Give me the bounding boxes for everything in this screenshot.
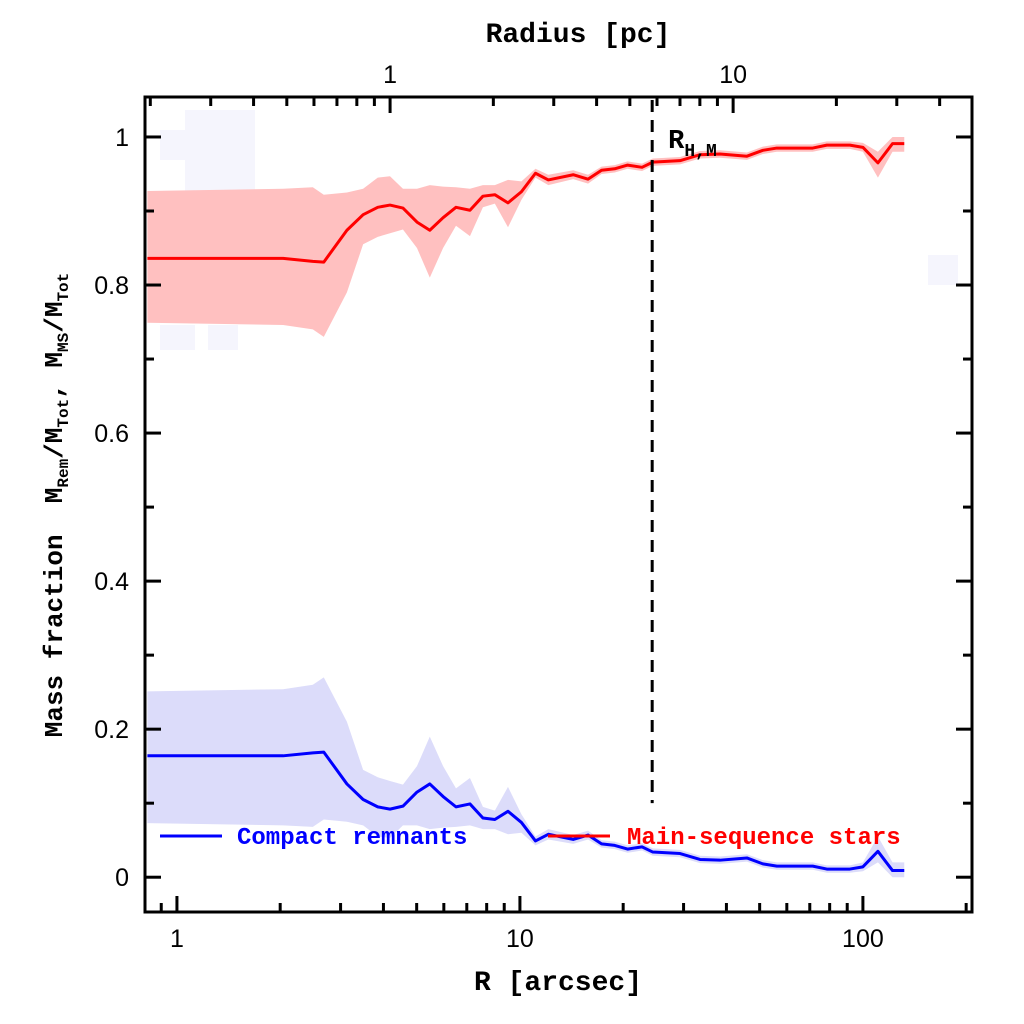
y-tick-label: 0.4 bbox=[94, 568, 129, 596]
top-x-tick-label: 1 bbox=[383, 61, 397, 89]
y-tick-label: 1 bbox=[115, 124, 129, 152]
ylabel-prefix: Mass fraction bbox=[40, 503, 70, 737]
plot-frame bbox=[143, 95, 974, 914]
faint-patch bbox=[208, 325, 238, 350]
ylabel-part: /M bbox=[40, 302, 70, 333]
ylabel-part: M bbox=[40, 488, 70, 504]
y-tick-label: 0.2 bbox=[94, 716, 129, 744]
top-x-tick-label: 10 bbox=[719, 61, 747, 89]
background-artifacts bbox=[160, 110, 958, 350]
y-tick-label: 0.6 bbox=[94, 420, 129, 448]
band-0 bbox=[147, 677, 905, 878]
vline-label-main: R bbox=[668, 127, 685, 157]
y-tick-label: 0 bbox=[115, 864, 129, 892]
x-tick-label: 100 bbox=[842, 925, 884, 953]
faint-patch bbox=[160, 130, 185, 160]
y-axis-label: Mass fraction MRem/MTot, MMS/MTot bbox=[40, 273, 73, 738]
ylabel-sub: Tot bbox=[55, 273, 73, 302]
ylabel-sub: MS bbox=[55, 332, 73, 352]
legend-label-main-sequence: Main-sequence stars bbox=[627, 825, 901, 852]
uncertainty-bands bbox=[147, 136, 905, 878]
y-tick-label: 0.8 bbox=[94, 272, 129, 300]
faint-patch bbox=[185, 110, 255, 200]
x-tick-label: 1 bbox=[170, 925, 184, 953]
faint-patch bbox=[160, 325, 195, 350]
x-tick-label: 10 bbox=[506, 925, 534, 953]
x-axis-label: R [arcsec] bbox=[474, 968, 642, 999]
ylabel-sub: Tot bbox=[55, 399, 73, 428]
ylabel-part: , M bbox=[40, 352, 70, 399]
half-mass-radius-label: RH,M bbox=[668, 127, 717, 162]
faint-patch bbox=[928, 255, 958, 285]
ylabel-part: /M bbox=[40, 428, 70, 459]
top-x-axis-label: Radius [pc] bbox=[486, 20, 671, 51]
legend: Compact remnants Main-sequence stars bbox=[160, 825, 901, 852]
ylabel-sub: Rem bbox=[55, 458, 73, 487]
vline-label-sub: H,M bbox=[684, 142, 716, 162]
band-1 bbox=[147, 136, 905, 337]
legend-label-remnants: Compact remnants bbox=[237, 825, 467, 852]
series-line-1 bbox=[147, 142, 905, 264]
